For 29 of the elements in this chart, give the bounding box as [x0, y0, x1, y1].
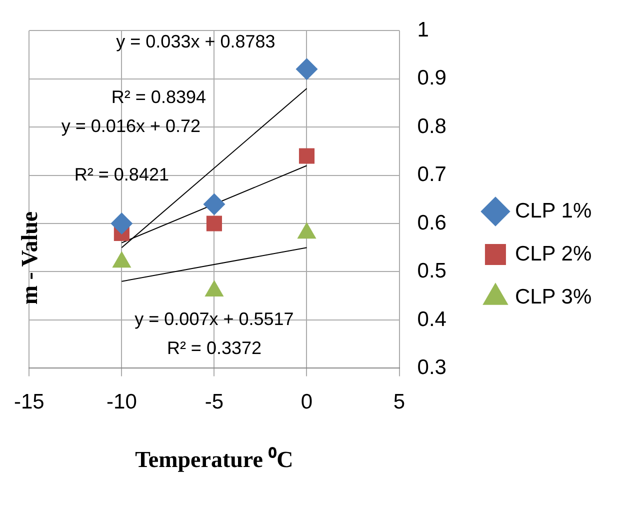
- y-tick-label: 0.8: [417, 114, 446, 138]
- x-tick-label: -5: [204, 390, 224, 414]
- y-tick-label: 0.7: [417, 163, 446, 186]
- legend-label: CLP 3%: [514, 285, 592, 308]
- y-axis-title: m - Value: [17, 210, 43, 307]
- y-tick-label: 0.6: [417, 211, 446, 234]
- point: [298, 148, 315, 164]
- annotation: R² = 0.8394: [111, 87, 206, 108]
- annotation: y = 0.016x + 0.72: [61, 116, 201, 136]
- annotation: R² = 0.8421: [74, 164, 169, 184]
- y-tick-label: 0.5: [417, 260, 446, 283]
- annotation: y = 0.033x + 0.8783: [116, 32, 276, 52]
- x-tick-label: 0: [300, 390, 313, 414]
- y-tick-label: 1: [417, 18, 429, 42]
- y-tick-label: 0.9: [417, 66, 446, 90]
- x-tick-label: 5: [393, 390, 406, 414]
- y-tick-label: 0.4: [417, 308, 447, 331]
- point: [203, 193, 226, 216]
- x-tick-label: -10: [106, 390, 137, 414]
- legend-label: CLP 2%: [514, 242, 592, 266]
- y-tick-label: 0.3: [417, 356, 446, 379]
- x-axis-title: Temperature ⁰C: [135, 446, 294, 472]
- point: [206, 216, 222, 232]
- point: [296, 58, 318, 80]
- x-tick-label: -15: [14, 390, 44, 414]
- legend-label: CLP 1%: [514, 199, 592, 222]
- annotation: y = 0.007x + 0.5517: [134, 308, 294, 329]
- point: [110, 212, 133, 235]
- annotation: R² = 0.3372: [166, 338, 262, 358]
